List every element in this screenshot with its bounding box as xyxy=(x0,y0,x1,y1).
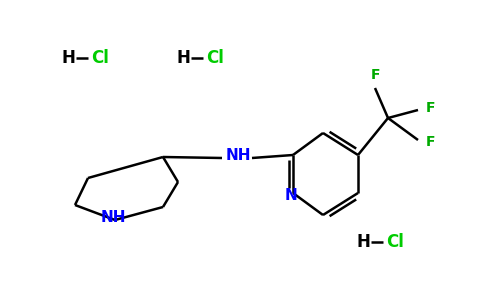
Text: F: F xyxy=(370,68,380,82)
Text: H: H xyxy=(356,233,370,251)
Text: Cl: Cl xyxy=(206,49,224,67)
Text: Cl: Cl xyxy=(91,49,109,67)
Text: H: H xyxy=(176,49,190,67)
Text: F: F xyxy=(426,101,436,115)
Text: NH: NH xyxy=(100,209,126,224)
Text: Cl: Cl xyxy=(386,233,404,251)
Text: NH: NH xyxy=(225,148,251,164)
Text: F: F xyxy=(426,135,436,149)
Text: H: H xyxy=(61,49,75,67)
Text: N: N xyxy=(285,188,297,202)
